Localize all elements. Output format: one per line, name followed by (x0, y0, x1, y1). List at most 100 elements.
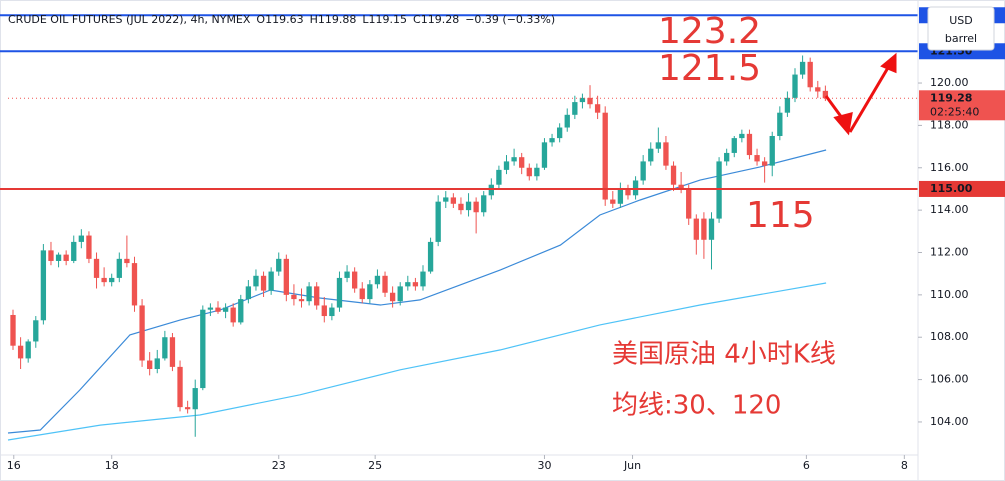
candle-body (344, 271, 350, 278)
candle-body (724, 152, 730, 162)
y-tick-label: 118.00 (930, 118, 969, 131)
ohlc-label: L (362, 13, 369, 26)
candle-body (473, 201, 479, 213)
candle-body (739, 133, 745, 139)
annotation: 115 (746, 195, 815, 236)
candle-body (549, 138, 555, 143)
candle-body (25, 341, 31, 359)
annotation: 121.5 (658, 48, 761, 89)
candle-body (314, 286, 320, 306)
candle-body (792, 74, 798, 98)
candle-body (648, 148, 654, 162)
candle-body (458, 203, 464, 211)
level-label: 115.00 (930, 182, 973, 195)
candle-body (443, 197, 449, 202)
candle-body (131, 263, 138, 306)
candle-body (230, 307, 236, 323)
x-tick-label: 23 (272, 459, 286, 472)
candle-body (777, 112, 783, 136)
x-tick-label: 18 (105, 459, 119, 472)
candle-body (632, 180, 639, 196)
candle-body (556, 127, 563, 139)
candle-body (116, 258, 122, 278)
candle-body (822, 90, 829, 99)
candle-body (200, 309, 206, 389)
plot (0, 14, 918, 441)
candle-body (610, 199, 616, 204)
candle-body (617, 188, 624, 204)
ohlc-label: O (256, 13, 265, 26)
candle-body (405, 282, 411, 287)
candle-body (245, 286, 252, 300)
candle-body (298, 299, 305, 302)
candle-body (534, 167, 540, 177)
x-tick-label: 25 (368, 459, 382, 472)
y-tick-label: 120.00 (930, 76, 969, 89)
candle-body (503, 161, 510, 170)
x-tick-label: Jun (623, 459, 641, 472)
annotation: 均线:30、120 (612, 391, 781, 421)
candle-body (594, 104, 601, 113)
x-tick-label: 8 (901, 459, 908, 472)
candle-body (71, 241, 77, 261)
candle-body (154, 358, 160, 369)
candle-body (177, 366, 183, 408)
ohlc-value: 119.15 (369, 13, 408, 26)
candle-body (124, 258, 130, 264)
candle-body (481, 195, 487, 213)
candle-body (321, 305, 327, 317)
candle-body (40, 250, 47, 321)
candle-body (374, 275, 381, 285)
y-tick-label: 112.00 (930, 245, 969, 258)
candle-body (78, 235, 84, 242)
candle-body (746, 133, 753, 156)
candle-body (352, 271, 358, 289)
candle-body (526, 167, 532, 177)
candle-body (397, 286, 403, 302)
candle-body (382, 275, 388, 293)
candle-body (670, 165, 677, 185)
candle-body (488, 184, 494, 196)
candle-body (807, 61, 813, 88)
candle-body (63, 254, 69, 261)
ohlc-label: C (413, 13, 421, 26)
ohlc-value: 119.88 (318, 13, 357, 26)
arrow-head (833, 111, 853, 136)
candle-body (276, 258, 282, 272)
candle-body (238, 299, 244, 323)
candle-body (268, 271, 274, 291)
candle-body (101, 277, 107, 283)
y-tick-label: 110.00 (930, 288, 969, 301)
candle-body (33, 320, 39, 342)
candle-body (215, 307, 221, 312)
candle-body (572, 102, 578, 115)
candle-body (48, 250, 54, 261)
candle-body (701, 218, 707, 240)
candle-body (329, 307, 335, 317)
candle-body (541, 142, 548, 168)
candle-body (169, 337, 176, 367)
candle-body (708, 218, 715, 240)
candle-body (93, 258, 100, 278)
candle-body (511, 157, 517, 162)
candle-body (579, 97, 586, 103)
y-tick-label: 116.00 (930, 161, 969, 174)
y-tick-label: 104.00 (930, 415, 969, 428)
annotation: 123.2 (658, 11, 761, 52)
unit-box (927, 6, 995, 51)
candle-body (336, 277, 343, 308)
last-price-box (919, 90, 1005, 121)
ohlc-label: H (310, 13, 318, 26)
candle-body (10, 314, 16, 346)
arrows (824, 52, 897, 136)
candle-body (640, 161, 646, 181)
candle-body (207, 307, 214, 310)
arrow-head (880, 52, 897, 74)
candle-body (162, 337, 168, 359)
candle-body (799, 61, 806, 75)
y-tick-label: 108.00 (930, 330, 969, 343)
candle-body (731, 138, 737, 153)
